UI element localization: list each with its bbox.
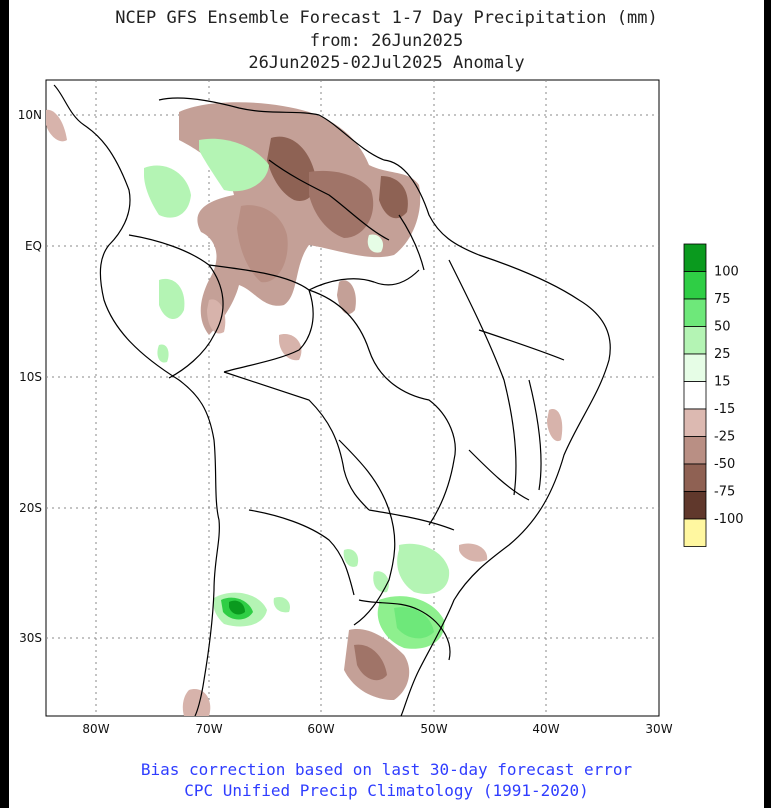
- legend-swatch: [683, 491, 707, 520]
- legend-swatch: [683, 408, 707, 437]
- lat-label-30s: 30S: [19, 631, 42, 645]
- legend-swatch: [683, 271, 707, 300]
- forecast-figure: NCEP GFS Ensemble Forecast 1-7 Day Preci…: [9, 0, 764, 808]
- legend-label: 15: [714, 375, 731, 390]
- legend-label: -75: [714, 485, 735, 500]
- lat-label-20s: 20S: [19, 501, 42, 515]
- lon-label-60w: 60W: [307, 722, 334, 736]
- legend-swatch: [683, 381, 707, 410]
- footer-line-1: Bias correction based on last 30-day for…: [140, 760, 633, 779]
- title-line-1: NCEP GFS Ensemble Forecast 1-7 Day Preci…: [115, 8, 658, 28]
- lon-label-40w: 40W: [532, 722, 559, 736]
- legend-label: -100: [714, 512, 744, 527]
- title-line-3: 26Jun2025-02Jul2025 Anomaly: [248, 53, 525, 73]
- legend-swatch: [683, 326, 707, 355]
- lat-label-10s: 10S: [19, 370, 42, 384]
- longitude-labels: 80W 70W 60W 50W 40W 30W: [82, 722, 672, 736]
- legend-swatch: [683, 243, 707, 272]
- legend-label: 25: [714, 347, 731, 362]
- legend-swatch: [683, 353, 707, 382]
- lon-label-30w: 30W: [645, 722, 672, 736]
- lon-label-80w: 80W: [82, 722, 109, 736]
- latitude-labels: 10N EQ 10S 20S 30S: [18, 108, 42, 645]
- footer-line-2: CPC Unified Precip Climatology (1991-202…: [184, 781, 589, 800]
- legend-swatch: [683, 518, 707, 547]
- legend-swatch: [683, 436, 707, 465]
- legend-label: -25: [714, 430, 735, 445]
- title-line-2: from: 26Jun2025: [309, 31, 464, 51]
- legend-label: -15: [714, 402, 735, 417]
- legend-label: -50: [714, 457, 735, 472]
- legend-swatch: [683, 463, 707, 492]
- lon-label-50w: 50W: [420, 722, 447, 736]
- legend-label: 50: [714, 320, 731, 335]
- color-legend: 100 75 50 25 15 -15 -25 -50 -75 -100: [683, 243, 744, 547]
- legend-label: 75: [714, 292, 731, 307]
- lat-label-eq: EQ: [25, 239, 42, 253]
- precipitation-anomaly-map: 10N EQ 10S 20S 30S 80W 70W 60W 50W 40W 3…: [18, 79, 744, 736]
- lat-label-10n: 10N: [18, 108, 42, 122]
- coastlines-and-borders: [53, 84, 611, 717]
- legend-label: 100: [714, 265, 739, 280]
- legend-swatch: [683, 298, 707, 327]
- lon-label-70w: 70W: [195, 722, 222, 736]
- wet-anomaly-shading: [144, 138, 450, 649]
